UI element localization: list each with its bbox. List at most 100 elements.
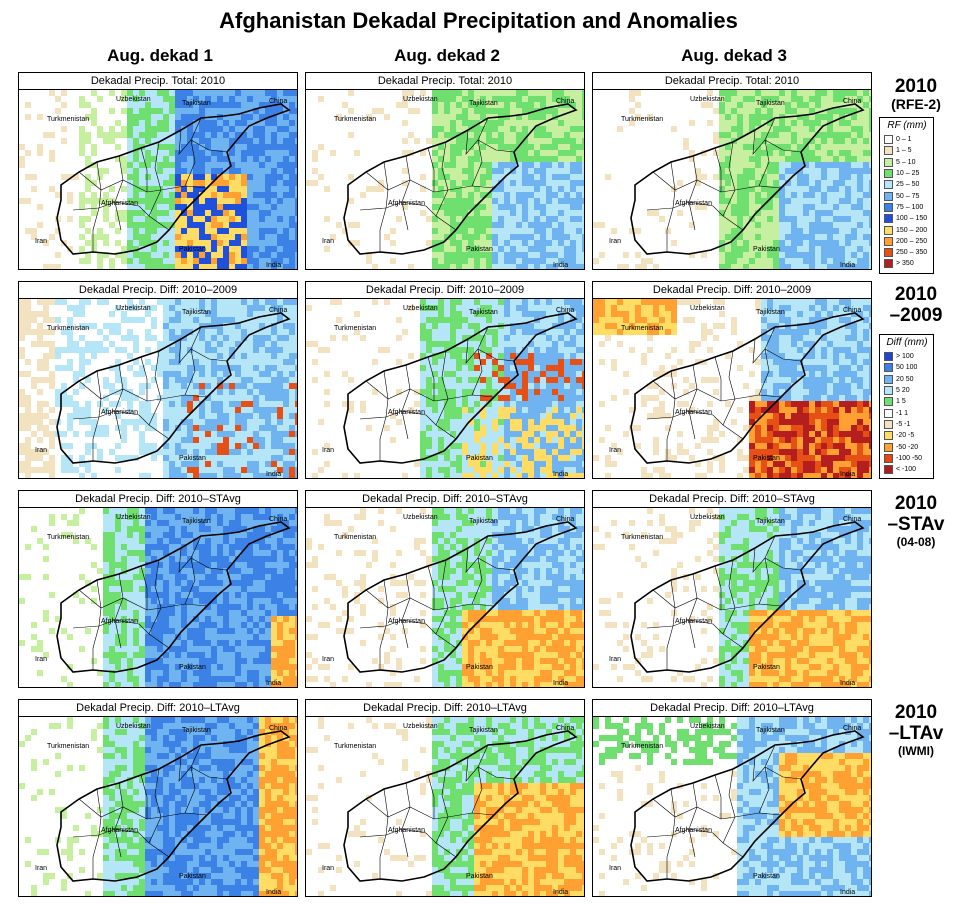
- province-border: [752, 756, 802, 782]
- map-panel-row3-dekad1: Dekadal Precip. Diff: 2010–STAvg Uzbekist…: [18, 490, 298, 688]
- country-label: Iran: [322, 238, 335, 245]
- country-label: Pakistan: [466, 455, 493, 462]
- legend-label: 1 – 5: [896, 147, 912, 155]
- country-label: Afghanistan: [388, 618, 425, 625]
- column-header-dekad-2: Aug. dekad 2: [394, 46, 500, 65]
- country-label: Iran: [322, 865, 335, 872]
- province-border: [148, 350, 162, 426]
- country-label: Afghanistan: [101, 200, 138, 207]
- province-border: [666, 788, 676, 879]
- province-border: [471, 744, 489, 814]
- province-border: [184, 744, 202, 814]
- diff-legend-entry: 1 5: [884, 396, 930, 407]
- country-label: Pakistan: [466, 664, 493, 671]
- legend-label: 25 – 50: [896, 181, 920, 189]
- country-label: China: [269, 307, 288, 314]
- country-label: China: [556, 516, 575, 523]
- province-border: [471, 117, 489, 187]
- raster-cells: [19, 90, 297, 269]
- panel-title: Dekadal Precip. Diff: 2010–2009: [593, 282, 871, 299]
- legend-label: -100 -50: [896, 454, 923, 462]
- country-label: Pakistan: [753, 664, 780, 671]
- legend-label: 50 100: [896, 364, 918, 372]
- country-label: Iran: [609, 656, 622, 663]
- rf-legend-entry: 100 – 150: [884, 213, 930, 224]
- legend-swatch: [884, 180, 893, 190]
- country-label: Pakistan: [753, 246, 780, 253]
- province-border: [471, 326, 489, 396]
- province-border: [401, 155, 411, 231]
- country-border: [56, 103, 291, 255]
- country-label: Uzbekistan: [690, 723, 725, 730]
- page-title: Afghanistan Dekadal Precipitation and An…: [219, 8, 738, 33]
- legend-label: 150 – 200: [896, 226, 928, 234]
- precipitation-map: [19, 508, 297, 687]
- row-heading-line: –STAv: [887, 514, 945, 535]
- province-border: [184, 326, 202, 396]
- legend-swatch: [884, 419, 893, 429]
- province-border: [758, 326, 776, 396]
- province-border: [359, 828, 457, 858]
- raster-cells: [593, 508, 871, 687]
- raster-cells: [593, 90, 871, 269]
- country-label: Tajikistan: [182, 727, 211, 734]
- country-label: China: [556, 98, 575, 105]
- province-border: [666, 161, 676, 252]
- precipitation-map: [593, 508, 871, 687]
- diff-legend-entry: -50 -20: [884, 441, 930, 452]
- country-label: Tajikistan: [182, 518, 211, 525]
- province-border: [178, 338, 228, 364]
- legend-swatch: [884, 248, 893, 258]
- country-label: Iran: [322, 447, 335, 454]
- legend-swatch: [884, 374, 893, 384]
- rf-legend-entry: 75 – 100: [884, 202, 930, 213]
- country-label: Turkmenistan: [47, 743, 90, 750]
- province-border: [178, 756, 228, 782]
- country-label: China: [269, 725, 288, 732]
- map-panel-row4-dekad2: Dekadal Precip. Diff: 2010–LTAvg Uzbekist…: [305, 699, 585, 897]
- diff-legend-entry: -5 -1: [884, 419, 930, 430]
- row-heading-line: (IWMI): [898, 744, 934, 758]
- legend-swatch: [884, 191, 893, 201]
- province-border: [401, 573, 411, 649]
- legend-swatch: [884, 352, 893, 362]
- legend-label: 100 – 150: [896, 215, 928, 223]
- legend-swatch: [884, 236, 893, 246]
- province-border: [114, 782, 124, 858]
- country-label: India: [266, 262, 282, 269]
- legend-label: 5 – 10: [896, 158, 916, 166]
- province-border: [427, 565, 435, 610]
- province-border: [148, 141, 162, 217]
- country-label: India: [553, 471, 569, 478]
- country-label: Iran: [35, 238, 48, 245]
- legend-label: 5 20: [896, 387, 910, 395]
- province-border: [688, 782, 698, 858]
- legend-swatch: [884, 363, 893, 373]
- panel-title: Dekadal Precip. Diff: 2010–STAvg: [19, 491, 297, 508]
- legend-swatch: [884, 146, 893, 156]
- country-label: China: [556, 725, 575, 732]
- province-border: [714, 565, 722, 610]
- country-label: Iran: [609, 865, 622, 872]
- country-label: Pakistan: [753, 873, 780, 880]
- province-border: [435, 141, 449, 217]
- country-label: Turkmenistan: [47, 116, 90, 123]
- precipitation-map: [593, 717, 871, 896]
- country-label: Tajikistan: [469, 727, 498, 734]
- province-border: [752, 338, 802, 364]
- country-border: [630, 103, 865, 255]
- country-label: Iran: [35, 656, 48, 663]
- precipitation-map: [306, 717, 584, 896]
- legend-swatch: [884, 431, 893, 441]
- legend-label: 50 – 75: [896, 192, 920, 200]
- legend-title: RF (mm): [887, 120, 927, 131]
- country-label: India: [266, 889, 282, 896]
- rf-legend-entry: 200 – 250: [884, 236, 930, 247]
- province-border: [72, 201, 170, 231]
- raster-cells: [593, 299, 871, 478]
- rf-legend-entry: 10 – 25: [884, 168, 930, 179]
- map-panel-row3-dekad2: Dekadal Precip. Diff: 2010–STAvg Uzbekist…: [305, 490, 585, 688]
- country-label: Uzbekistan: [116, 514, 151, 521]
- country-border: [343, 521, 578, 673]
- country-label: Afghanistan: [101, 618, 138, 625]
